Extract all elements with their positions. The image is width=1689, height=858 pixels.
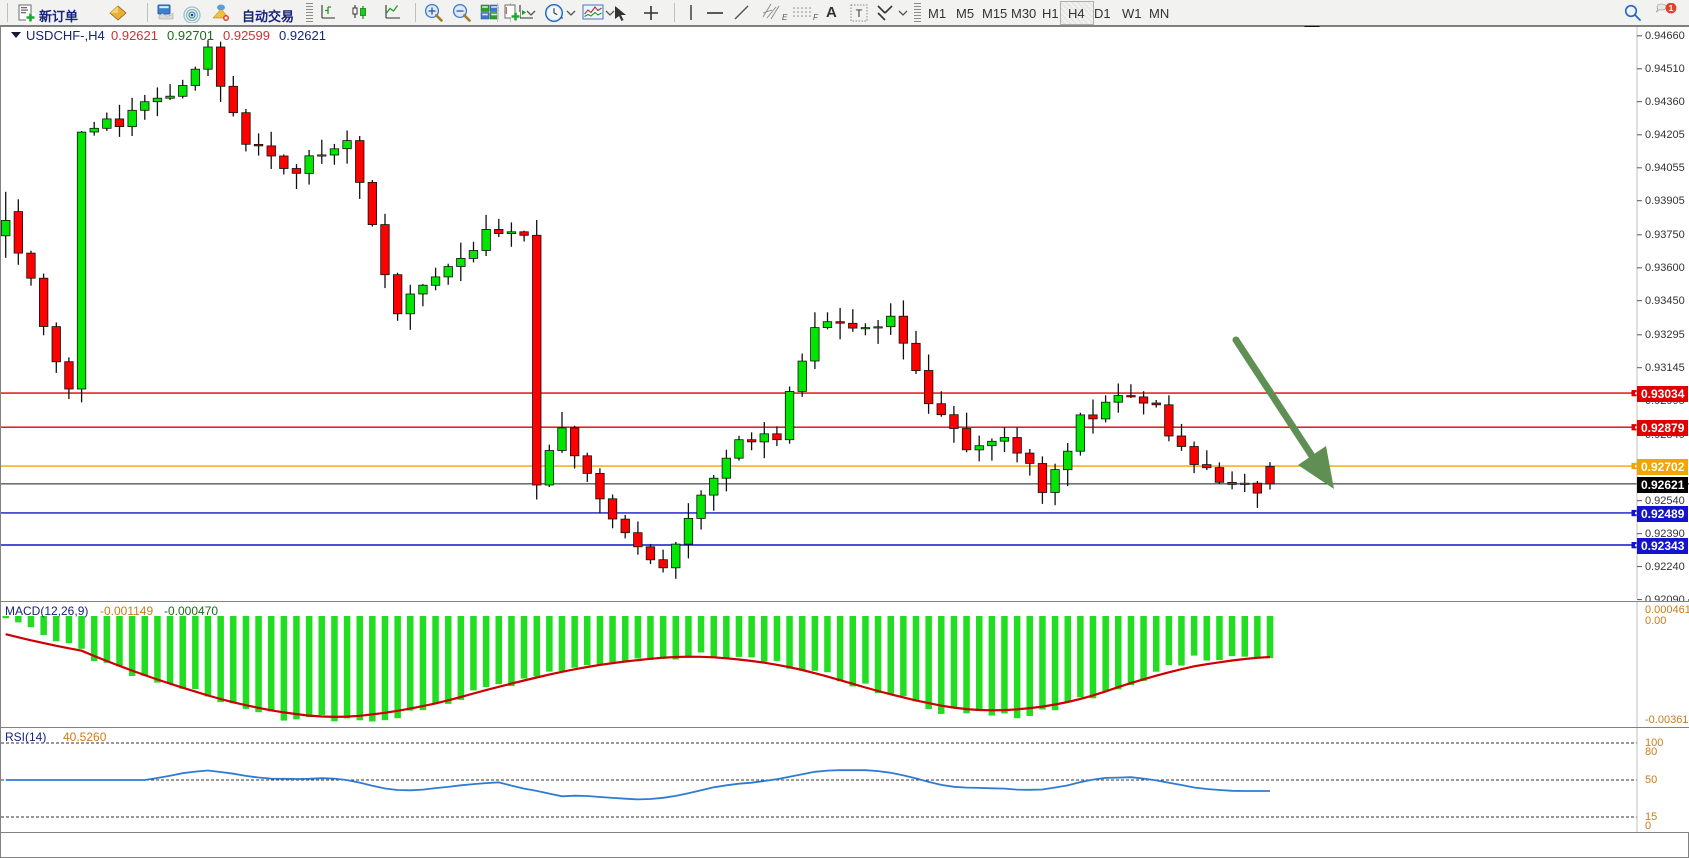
svg-text:T: T bbox=[856, 8, 863, 20]
svg-text:1: 1 bbox=[1669, 3, 1674, 13]
